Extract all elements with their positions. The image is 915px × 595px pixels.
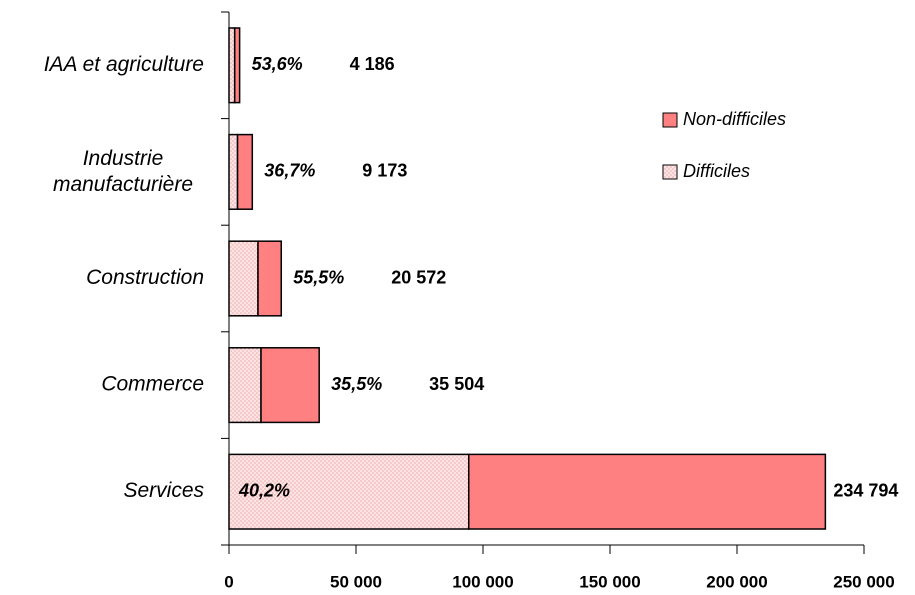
bar-segment [233, 27, 241, 104]
category-label: Industrie manufacturière [53, 146, 193, 195]
x-tick-label: 250 000 [833, 572, 894, 591]
legend-swatch [662, 112, 678, 128]
total-label: 35 504 [429, 374, 484, 394]
category-label: Construction [86, 266, 204, 289]
total-label: 234 794 [833, 480, 898, 500]
legend-label: Non-difficiles [683, 109, 786, 129]
bar-segment [260, 347, 320, 424]
bar-segment [228, 27, 236, 104]
category-label: Services [123, 479, 204, 502]
share-label: 35,5% [331, 374, 382, 394]
x-tick-label: 150 000 [579, 572, 640, 591]
total-label: 9 173 [362, 161, 407, 181]
category-label: Commerce [101, 373, 204, 396]
category-label: IAA et agriculture [44, 53, 204, 76]
x-tick-label: 0 [224, 572, 233, 591]
x-tick-label: 100 000 [452, 572, 513, 591]
share-label: 36,7% [264, 161, 315, 181]
legend-swatch [662, 164, 678, 180]
total-label: 4 186 [350, 54, 395, 74]
category-line: manufacturière [53, 172, 193, 195]
bar-segment [228, 240, 259, 317]
bar-segment [236, 133, 254, 210]
share-label: 53,6% [252, 54, 303, 74]
bar-segment [228, 347, 262, 424]
x-tick-label: 200 000 [706, 572, 767, 591]
total-label: 20 572 [391, 267, 446, 287]
share-label: 55,5% [293, 267, 344, 287]
bar-segment [467, 453, 827, 530]
bar-segment [228, 133, 239, 210]
x-tick-label: 50 000 [330, 572, 382, 591]
bar-segment [257, 240, 283, 317]
share-label: 40,2% [238, 480, 290, 500]
category-line: Industrie [83, 146, 164, 169]
legend-label: Difficiles [683, 161, 750, 181]
